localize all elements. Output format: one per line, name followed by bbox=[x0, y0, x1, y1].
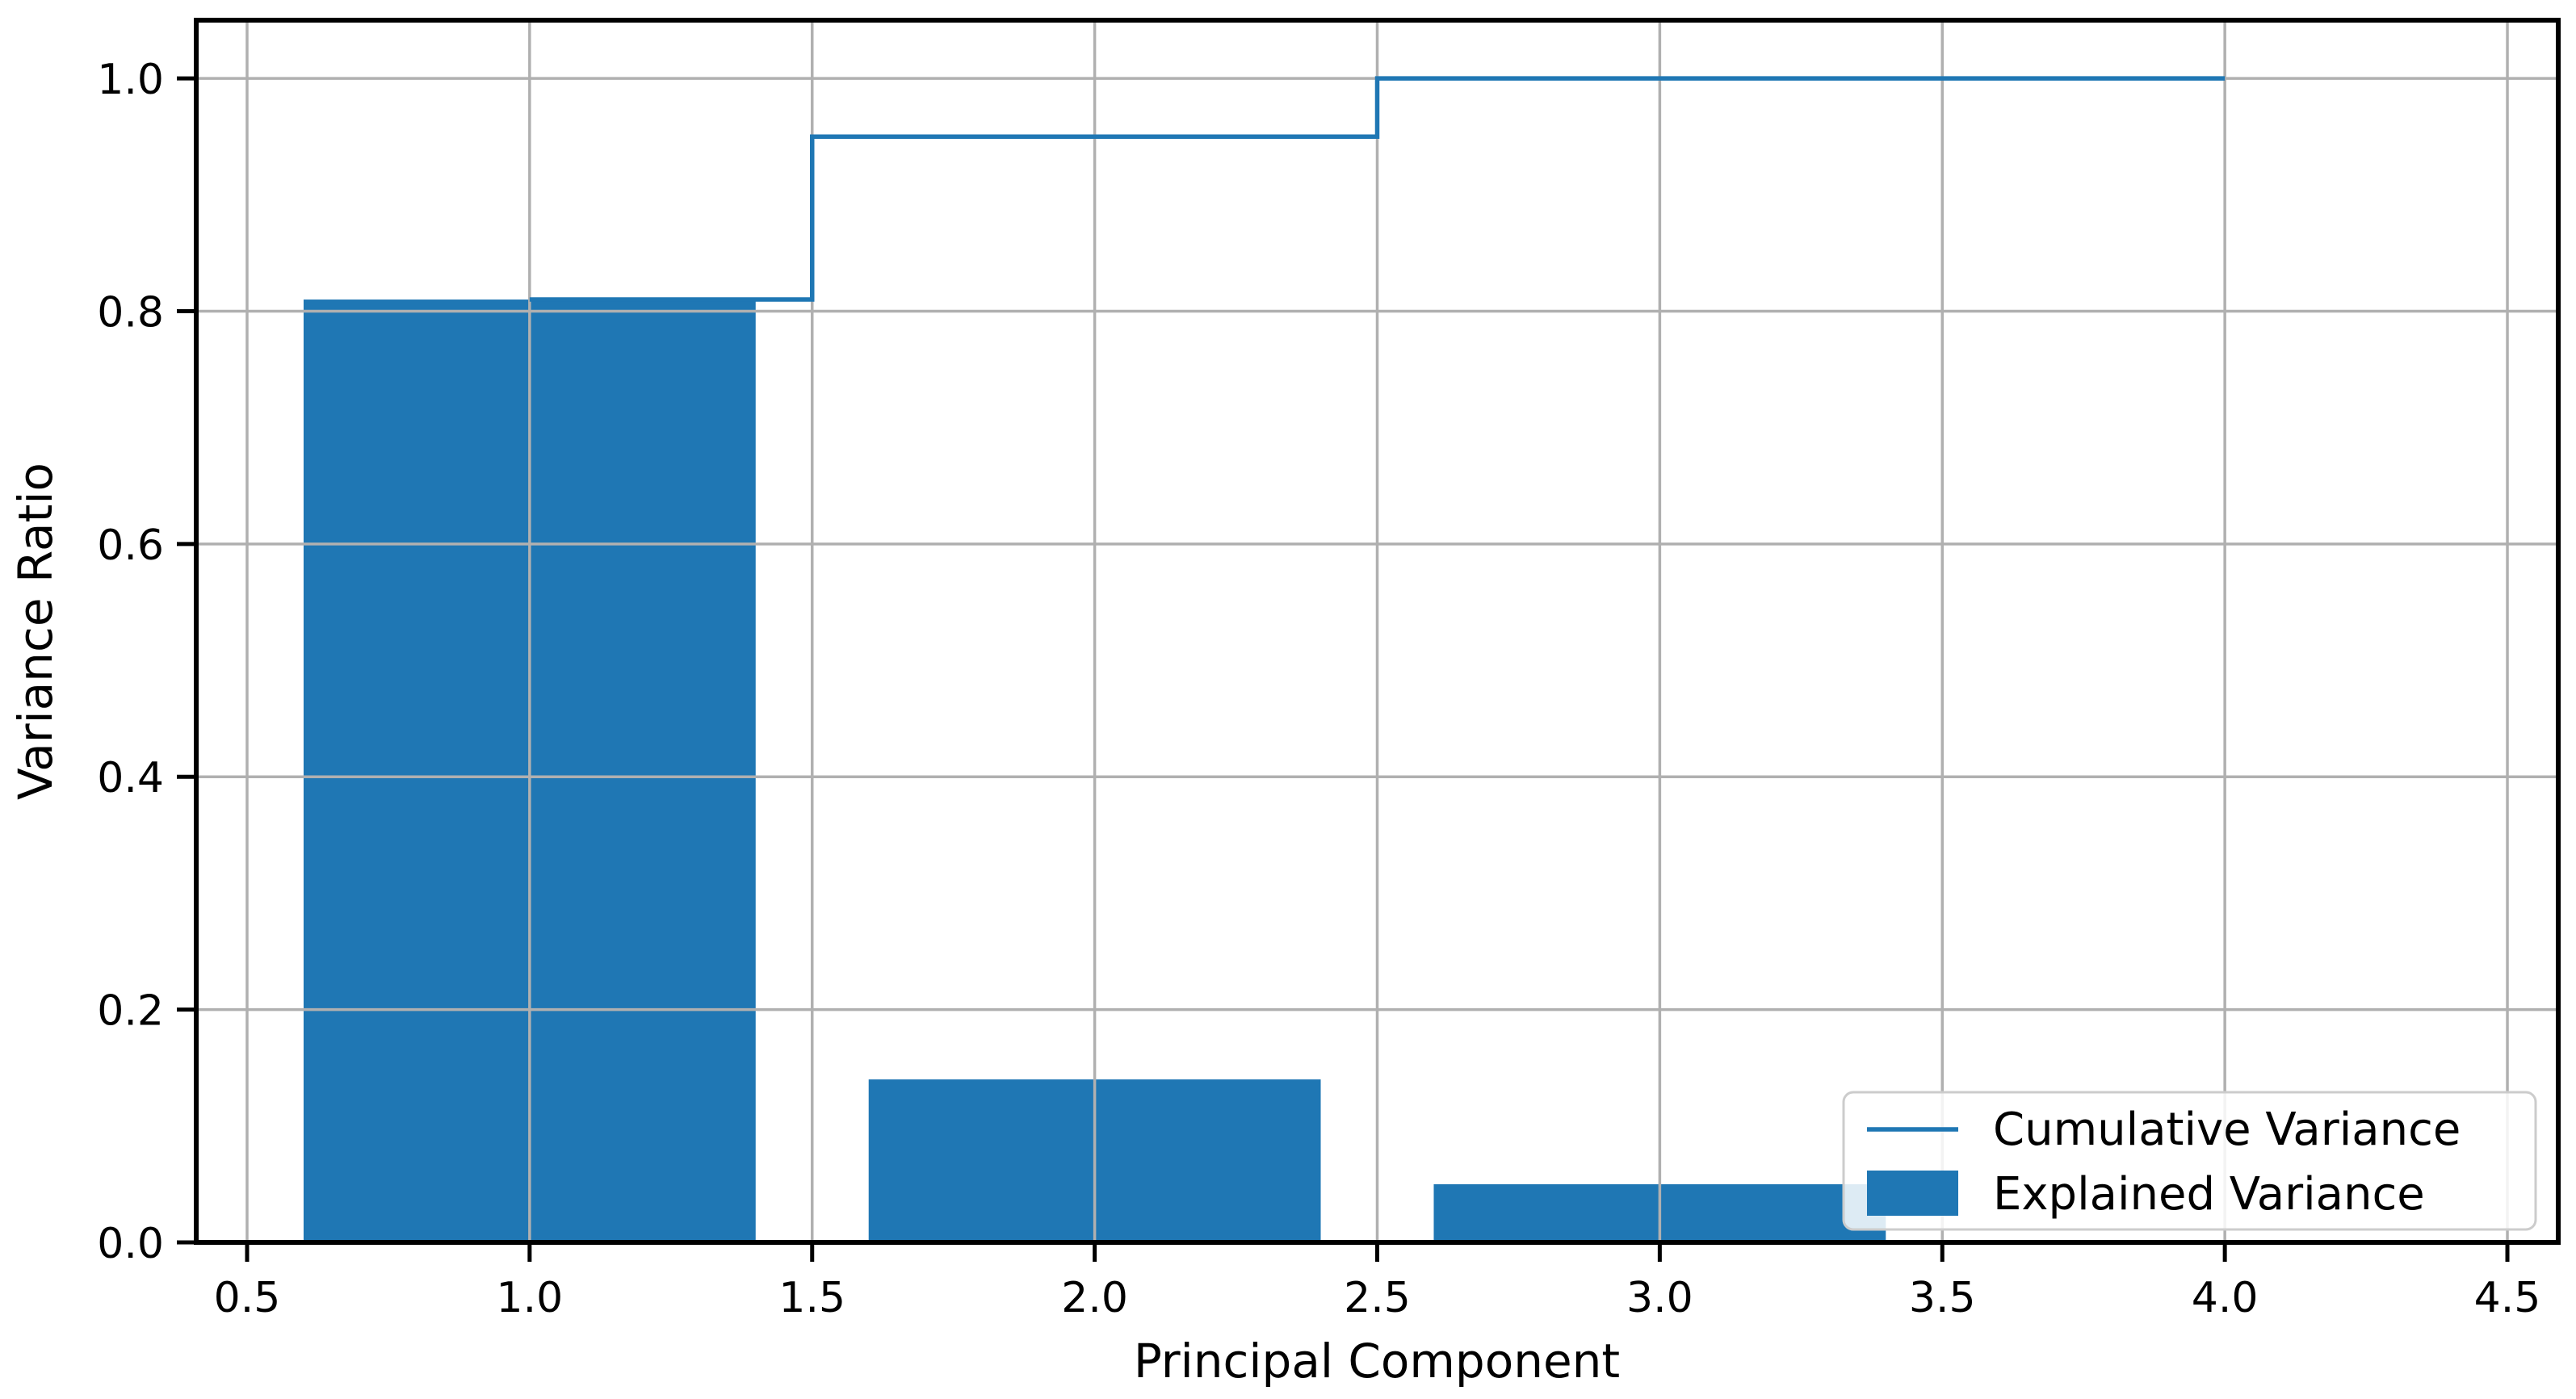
x-tick-label: 4.5 bbox=[2474, 1274, 2541, 1322]
x-tick-label: 0.5 bbox=[214, 1274, 281, 1322]
legend-frame bbox=[1842, 1091, 2537, 1231]
plot-spines bbox=[194, 18, 2561, 1245]
y-tick-label: 0.2 bbox=[97, 987, 164, 1036]
axis-ticks: 0.5 1.0 1.5 2.0 2.5 3.0 3.5 4.0 4.5 0.0 0.2 0.4 0.6 0… bbox=[97, 56, 2540, 1322]
cumulative-variance-line-group bbox=[529, 76, 2226, 302]
y-tick-label: 0.0 bbox=[97, 1220, 164, 1268]
cumulative-variance-line bbox=[529, 76, 2226, 302]
axes-frame bbox=[194, 18, 2561, 1245]
y-axis-label: Variance Ratio bbox=[8, 463, 63, 800]
y-tick-label: 0.6 bbox=[97, 521, 164, 570]
y-tick-label: 0.8 bbox=[97, 288, 164, 337]
x-tick-label: 1.0 bbox=[497, 1274, 564, 1322]
legend-label-explained: Explained Variance bbox=[1993, 1168, 2425, 1221]
legend: Cumulative Variance Explained Variance bbox=[1842, 1091, 2537, 1231]
legend-bar-swatch bbox=[1867, 1171, 1958, 1216]
x-tick-label: 2.0 bbox=[1061, 1274, 1128, 1322]
x-axis-label: Principal Component bbox=[1134, 1334, 1620, 1389]
y-tick-label: 0.4 bbox=[97, 754, 164, 802]
x-tick-label: 4.0 bbox=[2192, 1274, 2259, 1322]
y-tick-label: 1.0 bbox=[97, 56, 164, 104]
x-tick-label: 3.5 bbox=[1909, 1274, 1976, 1322]
x-tick-label: 1.5 bbox=[778, 1274, 845, 1322]
x-tick-label: 2.5 bbox=[1344, 1274, 1411, 1322]
x-tick-label: 3.0 bbox=[1626, 1274, 1693, 1322]
legend-label-cumulative: Cumulative Variance bbox=[1993, 1104, 2461, 1156]
